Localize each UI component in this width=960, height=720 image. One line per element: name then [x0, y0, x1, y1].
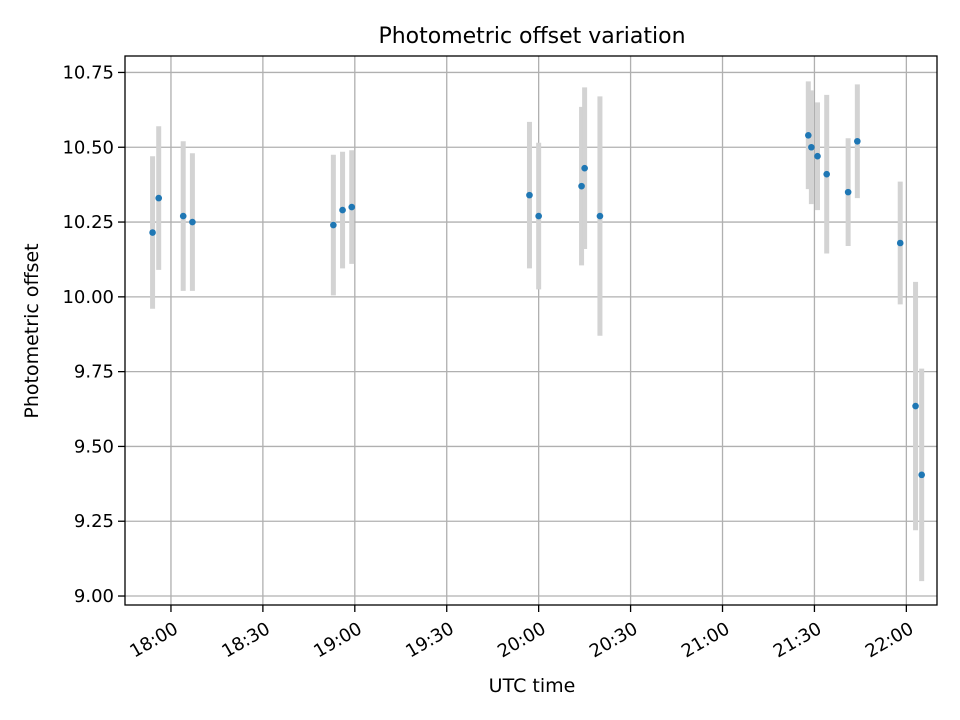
plot-frame [124, 55, 938, 606]
x-axis-label: UTC time [489, 675, 576, 697]
chart-title: Photometric offset variation [378, 24, 685, 49]
x-tick-label: 20:00 [494, 618, 549, 662]
data-point [581, 164, 588, 172]
grid-lines [125, 56, 937, 605]
y-tick-label: 10.75 [62, 62, 114, 83]
y-tick-label: 9.75 [74, 362, 114, 383]
data-points [149, 131, 925, 479]
y-tick-label: 9.25 [74, 511, 114, 532]
data-point [189, 218, 196, 226]
x-axis-ticks: 18:00 18:30 19:00 19:30 20:00 20:30 21:00 21:30… [126, 605, 917, 662]
y-tick-label: 9.50 [74, 436, 114, 457]
data-point [330, 221, 337, 229]
x-tick-label: 22:00 [862, 618, 917, 662]
data-point [823, 170, 830, 178]
error-bars [150, 81, 925, 582]
x-tick-label: 19:30 [402, 618, 457, 662]
data-point [896, 239, 904, 247]
data-point [578, 182, 585, 190]
data-point [912, 402, 919, 410]
data-point [596, 212, 604, 220]
y-tick-label: 10.00 [62, 287, 114, 308]
y-tick-label: 10.25 [62, 212, 114, 233]
y-tick-label: 10.50 [62, 137, 114, 158]
data-point [535, 212, 542, 220]
y-tick-label: 9.00 [74, 586, 114, 607]
data-point [526, 191, 533, 199]
x-tick-label: 21:30 [770, 618, 825, 662]
y-axis-ticks: 9.00 9.25 9.50 9.75 10.00 10.25 10.50 10.75 [62, 62, 125, 607]
data-point [808, 143, 815, 151]
data-point [339, 206, 346, 214]
x-tick-label: 20:30 [586, 618, 641, 662]
data-point [805, 131, 812, 139]
data-point [348, 203, 356, 211]
data-point [179, 212, 187, 220]
data-point [918, 471, 925, 479]
data-point [844, 188, 852, 196]
x-tick-label: 18:00 [126, 618, 181, 662]
x-tick-label: 19:00 [310, 618, 365, 662]
data-point [854, 137, 861, 145]
data-point [155, 194, 163, 202]
x-tick-label: 21:00 [678, 618, 733, 662]
x-tick-label: 18:30 [218, 618, 273, 662]
data-point [149, 229, 156, 236]
y-axis-label: Photometric offset [21, 243, 43, 418]
data-point [814, 152, 821, 160]
